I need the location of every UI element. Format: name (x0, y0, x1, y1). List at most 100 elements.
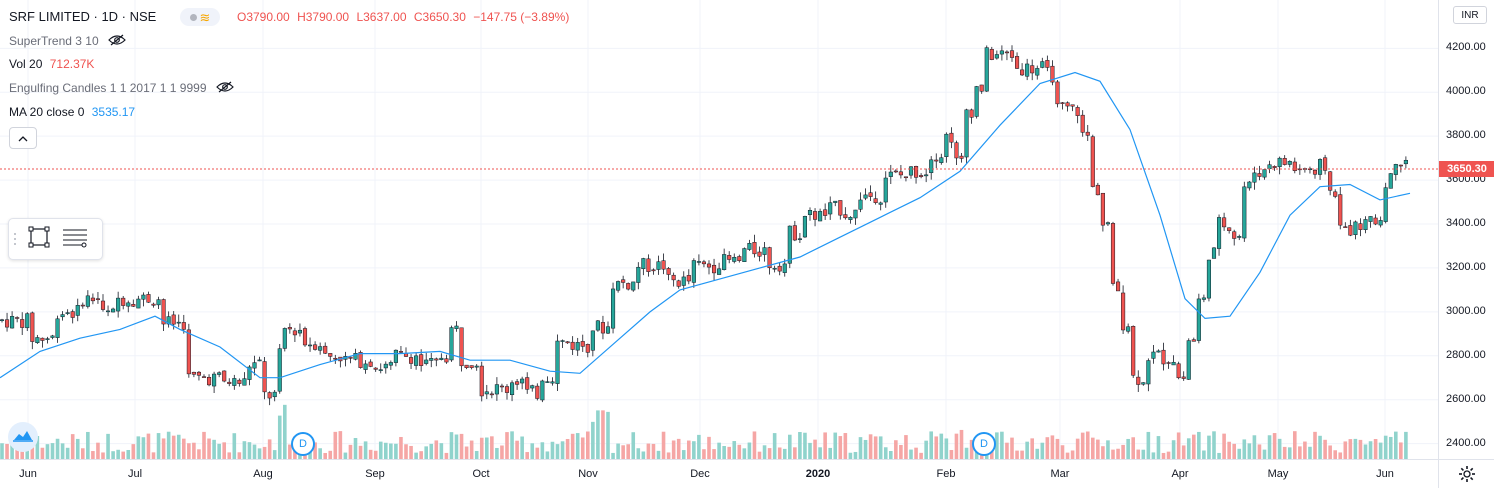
candle (1227, 227, 1232, 234)
volume-bar (272, 450, 277, 459)
candle (590, 330, 595, 357)
candle (100, 294, 106, 312)
rectangle-tool-button[interactable] (21, 219, 57, 259)
dividend-marker[interactable]: D (972, 432, 996, 456)
candlestick-chart[interactable] (0, 0, 1438, 459)
candle (747, 239, 752, 251)
candle (701, 259, 707, 268)
volume-bar (545, 451, 550, 459)
volume-bar (404, 444, 408, 459)
volume-bar (1338, 452, 1343, 459)
candle (50, 334, 55, 340)
floating-drawing-toolbar[interactable] (8, 218, 103, 260)
price-axis[interactable]: INR 4200.00 4000.00 3800.00 3600.00 3400.00 3… (1438, 0, 1494, 459)
candle (308, 337, 313, 352)
indicator-label: Engulfing Candles 1 1 2017 1 1 9999 (9, 81, 207, 95)
candle (626, 282, 631, 291)
volume-bar (1333, 450, 1337, 459)
candle (782, 258, 787, 277)
candle (560, 339, 565, 349)
volume-bar (1131, 437, 1135, 459)
candle (959, 152, 964, 163)
indicator-engulfing[interactable]: Engulfing Candles 1 1 2017 1 1 9999 (9, 81, 234, 96)
chart-pane[interactable]: SRF LIMITED · 1D · NSE ≋ O3790.00 H3790.… (0, 0, 1438, 459)
volume-bar (1388, 436, 1393, 459)
indicator-ma[interactable]: MA 20 close 0 3535.17 (9, 105, 135, 119)
candle (843, 207, 848, 220)
collapse-legend-button[interactable] (9, 127, 37, 149)
candle (1025, 58, 1030, 81)
candle (792, 220, 797, 242)
volume-bar (439, 443, 444, 459)
candle (1323, 154, 1328, 175)
symbol-title[interactable]: SRF LIMITED · 1D · NSE (9, 9, 157, 24)
volume-bar (252, 444, 257, 459)
volume-bar (495, 447, 499, 459)
eye-hidden-icon[interactable] (108, 34, 126, 49)
dividend-marker[interactable]: D (291, 432, 315, 456)
volume-bar (954, 433, 959, 459)
volume-bar (596, 410, 600, 459)
volume-bar (1106, 440, 1110, 459)
candle (929, 156, 934, 180)
time-tick-label: Jun (19, 468, 37, 480)
volume-bar (1000, 431, 1004, 459)
symbol-badges[interactable]: ≋ (180, 8, 220, 26)
wave-icon: ≋ (199, 9, 211, 25)
volume-bar (828, 447, 832, 459)
eye-hidden-icon[interactable] (215, 81, 234, 96)
volume-bar (106, 433, 110, 459)
candle (616, 280, 621, 293)
candle (631, 281, 636, 292)
volume-bar (384, 442, 388, 459)
volume-bar (1383, 435, 1388, 459)
candle (0, 318, 5, 323)
volume-bar (55, 438, 60, 459)
drag-handle-icon[interactable] (9, 219, 21, 259)
volume-bar (182, 438, 186, 459)
volume-bar (661, 431, 666, 459)
candle (802, 215, 808, 238)
candle (1186, 338, 1191, 380)
volume-bar (1363, 444, 1368, 459)
time-tick-label: 2020 (805, 468, 831, 480)
candle (15, 316, 20, 323)
time-axis[interactable]: Jun Jul Aug Sep Oct Nov Dec 2020 Feb Mar Apr May Jun (0, 459, 1438, 488)
volume-bar (1298, 446, 1302, 459)
candle (191, 371, 196, 378)
volume-bar (687, 440, 691, 459)
lines-tool-button[interactable] (57, 219, 93, 259)
currency-badge[interactable]: INR (1453, 6, 1487, 24)
candle (504, 384, 510, 400)
candle (217, 371, 222, 378)
candle (121, 295, 126, 310)
candle (1353, 220, 1358, 240)
candle (297, 323, 302, 337)
tradingview-logo[interactable] (8, 422, 38, 452)
candle (106, 305, 111, 317)
indicator-volume[interactable]: Vol 20 712.37K (9, 57, 94, 71)
volume-bar (50, 443, 55, 459)
gear-icon[interactable] (1458, 465, 1476, 488)
volume-bar (868, 434, 873, 459)
volume-bar (136, 436, 141, 459)
volume-bar (944, 438, 949, 459)
chart-settings-corner[interactable] (1438, 459, 1494, 488)
candle (1085, 124, 1090, 141)
candle (600, 315, 606, 340)
volume-bar (1293, 431, 1297, 459)
candle (949, 127, 954, 149)
candle (666, 266, 671, 281)
volume-bar (1025, 441, 1029, 459)
indicator-value: 712.37K (49, 57, 95, 71)
volume-bar (505, 432, 509, 459)
volume-bar (959, 429, 964, 459)
candle (161, 298, 166, 331)
volume-bar (843, 433, 848, 459)
chevron-up-icon (18, 129, 28, 147)
candle (1131, 325, 1136, 378)
volume-bar (75, 438, 80, 459)
indicator-supertrend[interactable]: SuperTrend 3 10 (9, 34, 126, 49)
indicator-label: Vol 20 (9, 57, 43, 71)
volume-bar (515, 440, 519, 459)
